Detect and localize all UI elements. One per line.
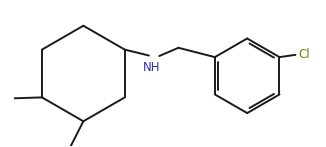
Text: Cl: Cl xyxy=(298,48,310,61)
Text: NH: NH xyxy=(142,61,160,74)
